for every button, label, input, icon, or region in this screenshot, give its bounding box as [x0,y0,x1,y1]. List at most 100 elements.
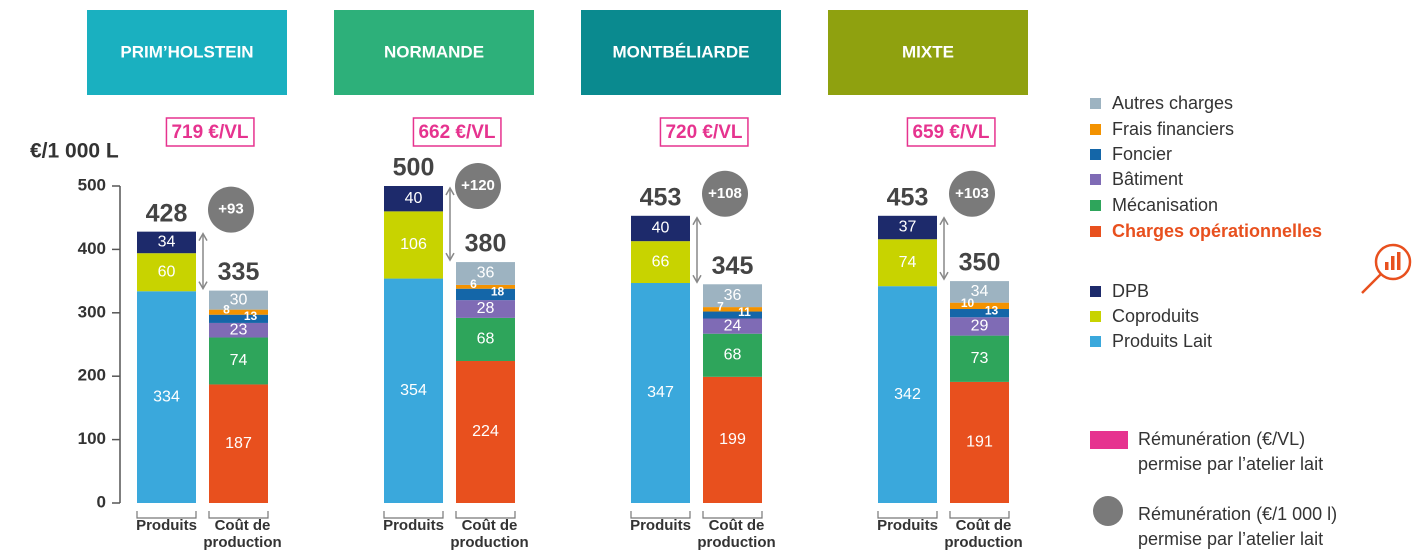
segment-label: 60 [158,263,176,280]
bar-segment [137,253,196,292]
segment-label: 13 [244,309,258,323]
legend-swatch [1090,336,1101,347]
segment-label: 187 [225,435,252,452]
remuneration-box [412,117,502,147]
bar-segment [703,318,762,334]
legend-swatch [1090,200,1101,211]
bar-segment [878,239,937,287]
segment-label: 7 [717,299,724,313]
y-tick-label: 300 [78,302,106,321]
segment-label: 28 [477,300,495,317]
segment-label: 342 [894,386,921,403]
bar-segment [456,300,515,318]
bar-segment [209,322,268,338]
bar-segment [456,317,515,361]
bar-segment [950,302,1009,309]
x-tick-label: Coût de [709,517,765,534]
segment-label: 24 [724,317,742,334]
remuneration-label: 719 €/VL [171,122,248,143]
legend-swatch [1090,286,1101,297]
x-tick-label: Coût de [956,517,1012,534]
group-header [334,10,534,95]
cost-total: 335 [218,258,260,286]
segment-label: 13 [985,303,999,317]
x-tick-label: production [450,534,528,550]
bar-segment [878,286,937,503]
segment-label: 74 [230,352,248,369]
cost-total: 380 [465,230,507,258]
cost-total: 350 [959,249,1001,277]
product-total: 453 [887,183,929,211]
group-title: MONTBÉLIARDE [613,42,750,61]
group-header [87,10,287,95]
arrow-head [939,216,949,226]
group-title: PRIM’HOLSTEIN [120,42,253,61]
bar-segment [456,288,515,301]
x-tick-label: Coût de [215,517,271,534]
category-bracket [630,511,691,519]
group-title: MIXTE [902,42,954,61]
group-header [581,10,781,95]
legend-label: Foncier [1112,144,1172,164]
margin-label: +93 [218,201,243,218]
y-tick-label: 500 [78,175,106,194]
cost-total: 345 [712,252,754,280]
bar-segment [456,262,515,285]
arrow-head [198,281,208,291]
product-total: 428 [146,199,188,227]
x-tick-label: Produits [383,517,444,534]
y-tick-label: 100 [78,429,106,448]
bar-segment [878,215,937,240]
segment-label: 6 [470,277,477,291]
x-tick-label: Coût de [462,517,518,534]
group-header [828,10,1028,95]
margin-label: +103 [955,185,989,202]
bar-segment [209,309,268,315]
segment-label: 36 [477,265,495,282]
y-axis-label: €/1 000 L [30,140,119,163]
category-bracket [702,511,763,519]
bar-segment [137,231,196,254]
bar-segment [950,381,1009,503]
category-bracket [877,511,938,519]
legend-swatch [1090,124,1101,135]
margin-badge [949,170,995,217]
x-tick-label: production [697,534,775,550]
bar-segment [456,360,515,503]
legend-swatch [1090,226,1101,237]
segment-label: 8 [223,302,230,316]
segment-label: 68 [477,331,495,348]
margin-badge [702,170,748,217]
arrow-head [445,186,455,196]
bar-segment [456,284,515,289]
bar-segment [209,314,268,323]
bar-segment [950,308,1009,318]
arrow-head [445,252,455,262]
bar-segment [703,376,762,503]
product-total: 500 [393,154,435,182]
legend-label: Coproduits [1112,306,1199,326]
note-swatch [1090,431,1128,449]
segment-label: 18 [491,285,505,299]
bar-segment [950,317,1009,336]
x-tick-label: Produits [877,517,938,534]
x-tick-label: Produits [136,517,197,534]
x-tick-label: production [944,534,1022,550]
segment-label: 68 [724,346,742,363]
bar-segment [209,337,268,385]
remuneration-label: 659 €/VL [912,122,989,143]
category-bracket [208,511,269,519]
legend-label: Charges opérationnelles [1112,221,1322,241]
segment-label: 73 [971,350,989,367]
bar-segment [950,281,1009,303]
group-title: NORMANDE [384,42,484,61]
arrow-head [939,271,949,281]
note-label: Rémunération (€/1 000 l) [1138,504,1337,524]
remuneration-label: 720 €/VL [665,122,742,143]
note-label: permise par l’atelier lait [1138,529,1323,549]
remuneration-box [165,117,255,147]
segment-label: 199 [719,431,746,448]
bar-segment [703,333,762,377]
legend-swatch [1090,149,1101,160]
